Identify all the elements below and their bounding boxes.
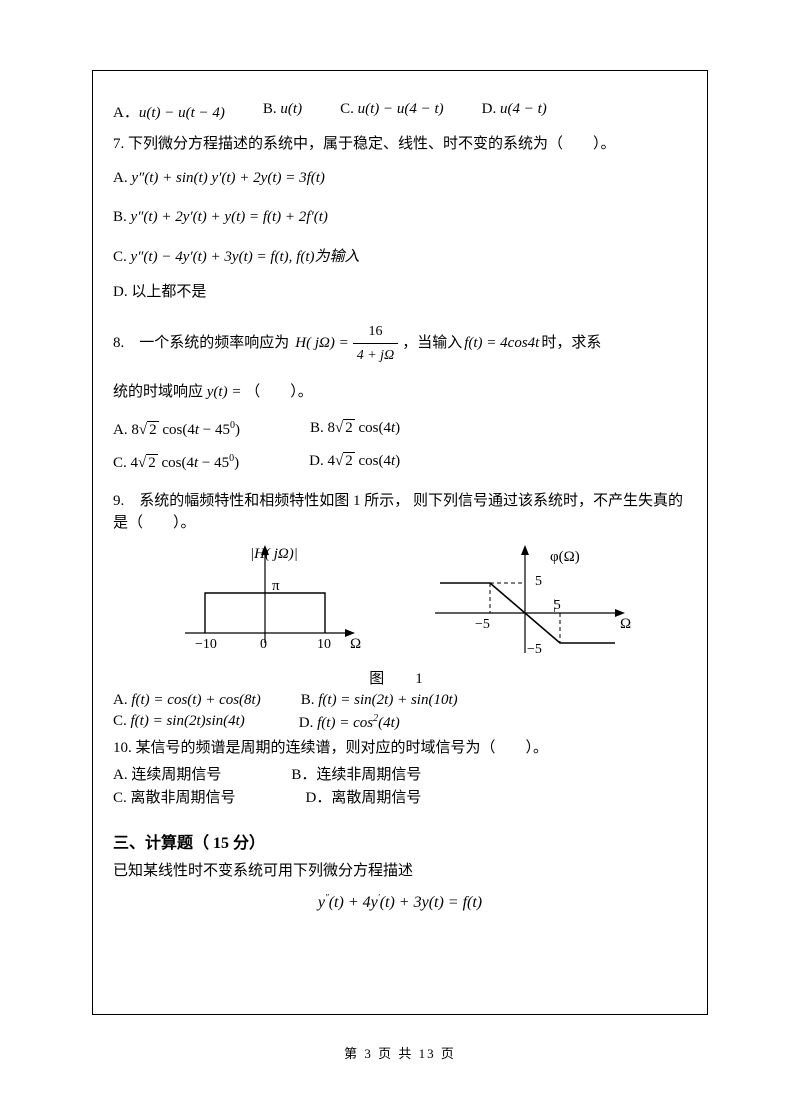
- q9-opt-b: B. f(t) = sin(2t) + sin(10t): [301, 692, 458, 709]
- section-3-title: 三、计算题（ 15 分）: [113, 829, 687, 853]
- page-frame: A．u(t) − u(t − 4) B. u(t) C. u(t) − u(4 …: [92, 70, 708, 1015]
- magnitude-chart: |H( jΩ)| π −10 0 10 Ω: [165, 543, 365, 663]
- q8-row2: C. 42 cos(4t − 450) D. 42 cos(4t): [113, 453, 687, 472]
- q8-opt-d: D. 42 cos(4t): [309, 453, 400, 472]
- q9-row2: C. f(t) = sin(2t)sin(4t) D. f(t) = cos2(…: [113, 713, 687, 732]
- pi-label: π: [272, 578, 280, 594]
- q6-opt-c: C. u(t) − u(4 − t): [340, 101, 444, 122]
- xtick-5: ¦5: [553, 598, 561, 613]
- q10-row2: C. 离散非周期信号 D．离散周期信号: [113, 786, 687, 807]
- q8-row1: A. 82 cos(4t − 450) B. 82 cos(4t): [113, 420, 687, 439]
- q6-options: A．u(t) − u(t − 4) B. u(t) C. u(t) − u(4 …: [113, 101, 687, 122]
- xtick-10: 10: [317, 637, 331, 652]
- q9-opt-a: A. f(t) = cos(t) + cos(8t): [113, 692, 261, 709]
- mag-title: |H( jΩ)|: [250, 546, 298, 562]
- section-3-desc: 已知某线性时不变系统可用下列微分方程描述: [113, 859, 687, 885]
- figure-caption: 图 1: [113, 667, 687, 688]
- q9-figures: |H( jΩ)| π −10 0 10 Ω φ(Ω) 5 −5 −5 ¦5: [113, 543, 687, 663]
- omega-label-right: Ω: [620, 616, 631, 632]
- q10-opt-c: C. 离散非周期信号: [113, 786, 236, 807]
- q10-opt-b: B．连续非周期信号: [291, 763, 421, 784]
- q7-opt-a: A. y″(t) + sin(t) y′(t) + 2y(t) = 3f(t): [113, 166, 687, 192]
- q8-opt-c: C. 42 cos(4t − 450): [113, 453, 239, 472]
- q7-opt-d: D. 以上都不是: [113, 280, 687, 306]
- xtick-neg10: −10: [195, 637, 217, 652]
- phase-chart: φ(Ω) 5 −5 −5 ¦5 Ω: [425, 543, 635, 663]
- phase-title: φ(Ω): [550, 549, 580, 565]
- q10-opt-d: D．离散周期信号: [306, 786, 422, 807]
- q10-stem: 10. 某信号的频谱是周期的连续谱，则对应的时域信号为（ ）。: [113, 736, 687, 762]
- q9-stem: 9. 系统的幅频特性和相频特性如图 1 所示， 则下列信号通过该系统时，不产生失…: [113, 490, 687, 535]
- q9-row1: A. f(t) = cos(t) + cos(8t) B. f(t) = sin…: [113, 692, 687, 709]
- q8-stem2: 统的时域响应 y(t) = （ ）。: [113, 380, 687, 406]
- xtick-0: 0: [260, 637, 267, 652]
- q7-opt-b: B. y″(t) + 2y′(t) + y(t) = f(t) + 2f′(t): [113, 205, 687, 231]
- q10-opt-a: A. 连续周期信号: [113, 763, 221, 784]
- q7-stem: 7. 下列微分方程描述的系统中，属于稳定、线性、时不变的系统为（ ）。: [113, 132, 687, 158]
- page-footer: 第 3 页 共 13 页: [0, 1043, 800, 1062]
- q8-fraction: 16 4 + jΩ: [353, 320, 398, 369]
- q8-stem: 8. 一个系统的频率响应为 H( jΩ) = 16 4 + jΩ ，当输入 f(…: [113, 320, 687, 369]
- section-3-eq: y″(t) + 4y′(t) + 3y(t) = f(t): [113, 893, 687, 912]
- q10-row1: A. 连续周期信号 B．连续非周期信号: [113, 763, 687, 784]
- omega-label-left: Ω: [350, 636, 361, 652]
- q8-opt-a: A. 82 cos(4t − 450): [113, 420, 240, 439]
- q9-opt-c: C. f(t) = sin(2t)sin(4t): [113, 713, 245, 732]
- ytick-5: 5: [535, 574, 542, 589]
- q8-opt-b: B. 82 cos(4t): [310, 420, 400, 439]
- q7-opt-c: C. y″(t) − 4y′(t) + 3y(t) = f(t), f(t)为输…: [113, 245, 687, 271]
- q9-opt-d: D. f(t) = cos2(4t): [299, 713, 400, 732]
- q6-opt-b: B. u(t): [263, 101, 302, 122]
- ytick-neg5: −5: [527, 642, 542, 657]
- xtick-neg5: −5: [475, 617, 490, 632]
- q6-opt-d: D. u(4 − t): [482, 101, 547, 122]
- q6-opt-a: A．u(t) − u(t − 4): [113, 101, 225, 122]
